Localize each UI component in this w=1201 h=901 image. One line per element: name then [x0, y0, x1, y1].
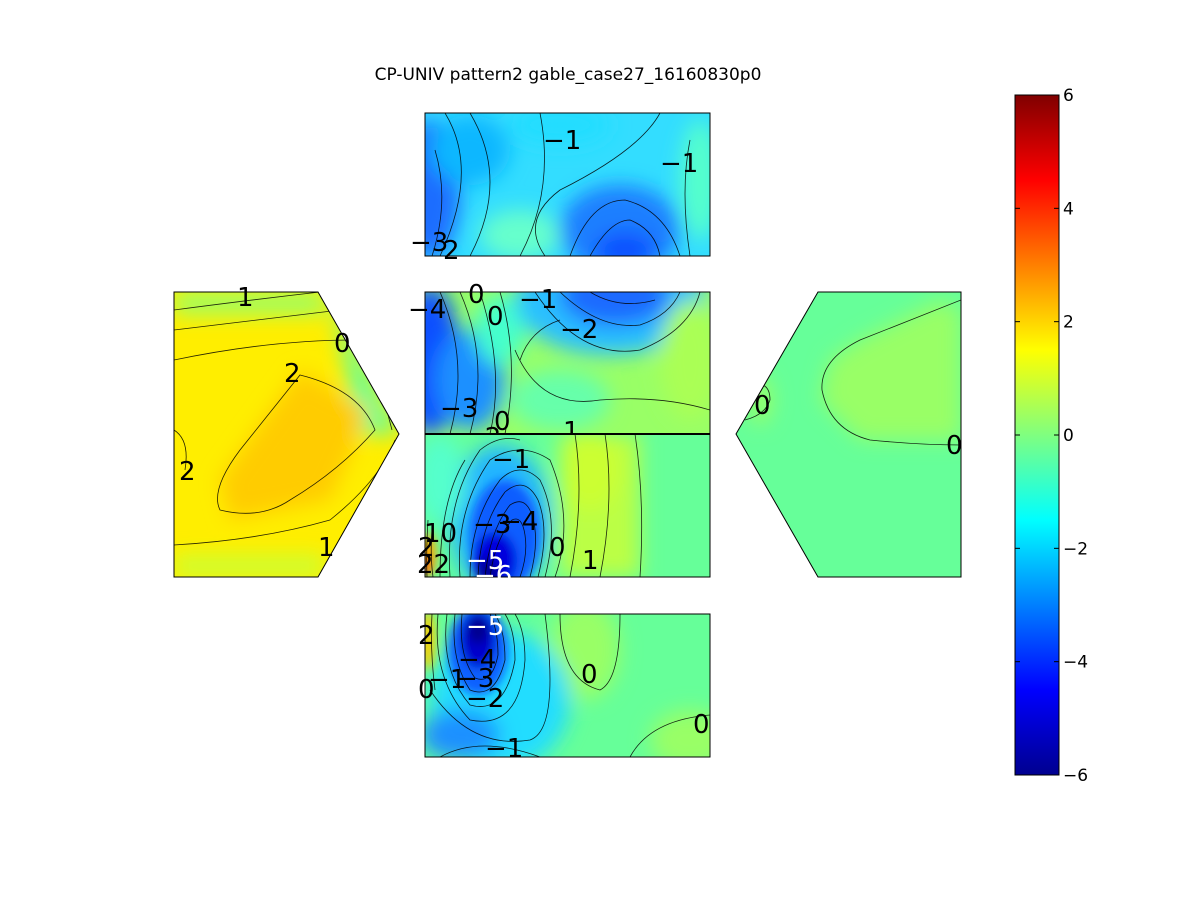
contour-label: 2: [284, 359, 301, 389]
colorbar-tick-label: −2: [1063, 539, 1088, 559]
panel-top-wall: −1 −1 −3 2: [410, 112, 711, 266]
contour-label: −1: [428, 665, 466, 695]
panel-right-gable: 0 0: [735, 291, 963, 578]
frame-left-gable: [173, 291, 400, 578]
contour-label: −1: [492, 445, 530, 475]
contour-label: 1: [237, 283, 254, 313]
contour-label: 0: [946, 431, 963, 461]
contour-label: 22: [417, 550, 450, 580]
contour-label: 2: [443, 236, 460, 266]
colorbar-tick-label: −4: [1063, 653, 1088, 673]
contour-label: 0: [487, 302, 504, 332]
contour-label: −1: [660, 149, 698, 179]
contour-label: −2: [466, 684, 504, 714]
contour-label: −3: [456, 664, 494, 694]
contour-label: −3: [410, 228, 448, 258]
chart-title: CP-UNIV pattern2 gable_case27_16160830p0: [375, 65, 762, 85]
colorbar: 6 4 2 0 −2 −4 −6: [1014, 86, 1088, 786]
contour-label: 0: [418, 675, 435, 705]
contour-label: −4: [458, 645, 496, 675]
contour-label: −5: [466, 612, 504, 642]
colorbar-gradient: [1015, 95, 1059, 775]
panel-left-gable: 1 0 2 2 1: [173, 283, 400, 578]
contour-label: −6: [474, 561, 512, 591]
colorbar-tick-label: 2: [1063, 313, 1074, 333]
contour-label: −4: [408, 295, 446, 325]
colorbar-tick-label: −6: [1063, 766, 1088, 786]
colorbar-tick-label: 4: [1063, 199, 1074, 219]
contour-label: 0: [581, 660, 598, 690]
frame-right-gable: [735, 291, 962, 578]
contour-label: −3: [473, 510, 511, 540]
contour-label: −4: [500, 507, 538, 537]
frame-top-wall: [424, 112, 711, 257]
colorbar-tick-label: 0: [1063, 426, 1074, 446]
contour-label: 0: [334, 329, 351, 359]
contour-label: 2: [179, 457, 196, 487]
contour-label: 2: [418, 621, 435, 651]
frame-bottom-wall: [424, 613, 711, 758]
contour-label: −1: [543, 126, 581, 156]
contour-label: 0: [494, 407, 511, 437]
contour-label: 1: [582, 546, 599, 576]
contour-label: 10: [424, 519, 457, 549]
colorbar-tick-label: 6: [1063, 86, 1074, 106]
panel-roof-upper: −4 0 0 −1 −2 −3 0 −2 1: [408, 280, 711, 453]
panel-roof-lower: −1 −3 −4 0 1 10 2 22 −5 −6: [417, 433, 711, 591]
contour-label: −1: [519, 285, 557, 315]
contour-label: −3: [440, 394, 478, 424]
contour-label: 2: [418, 533, 435, 563]
contour-label: 0: [754, 391, 771, 421]
colorbar-ticks: 6 4 2 0 −2 −4 −6: [1015, 86, 1088, 786]
contour-label: 0: [468, 280, 485, 310]
contour-label: 0: [549, 533, 566, 563]
contour-label: −1: [485, 734, 523, 764]
panel-bottom-wall: −5 2 −4 −1 −3 0 −2 0 0 −1: [418, 612, 711, 764]
contour-label: −5: [466, 546, 504, 576]
contour-label: 0: [693, 710, 710, 740]
contour-label: 1: [318, 533, 335, 563]
contour-label: −2: [560, 315, 598, 345]
